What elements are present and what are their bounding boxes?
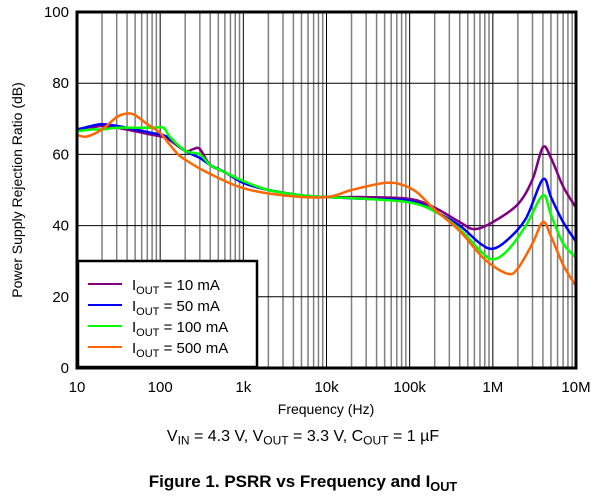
psrr-chart: 0 20 40 60 80 100 10 100 1k 10k 100k 1M 10M Frequen… [9, 4, 591, 417]
x-tick-label: 100k [393, 379, 426, 396]
legend-box [76, 259, 259, 369]
condition-value: = 1 µF [388, 428, 440, 445]
x-tick-labels: 10 100 1k 10k 100k 1M 10M [69, 379, 591, 396]
series-line-4 [76, 112, 578, 287]
condition-symbol: C [351, 428, 364, 445]
x-tick-label: 10k [314, 379, 339, 396]
y-tick-label: 60 [52, 146, 69, 163]
series-line-3 [76, 125, 577, 261]
caption-text: Figure 1. PSRR vs Frequency and I [148, 472, 431, 491]
legend-label: IOUT = 10 mA [132, 277, 220, 297]
x-tick-label: 100 [148, 379, 173, 396]
caption-subscript: OUT [430, 478, 458, 494]
x-axis-label: Frequency (Hz) [278, 401, 374, 417]
x-tick-label: 10 [69, 379, 86, 396]
x-tick-label: 10M [561, 379, 590, 396]
legend-label: IOUT = 100 mA [132, 319, 228, 339]
x-tick-label: 1k [235, 379, 251, 396]
y-tick-label: 40 [52, 218, 69, 235]
condition-subscript: IN [177, 433, 190, 448]
legend-label: IOUT = 500 mA [132, 340, 228, 360]
series-lines [76, 112, 578, 287]
y-axis-label: Power Supply Rejection Ratio (dB) [9, 82, 25, 298]
plot-frame [75, 10, 578, 370]
condition-value: = 4.3 V, [189, 428, 253, 445]
condition-symbol: V [252, 428, 264, 445]
y-tick-label: 20 [52, 289, 69, 306]
condition-value: = 3.3 V, [288, 428, 352, 445]
condition-subscript: OUT [263, 433, 289, 448]
y-tick-label: 80 [52, 75, 69, 92]
y-tick-label: 100 [44, 4, 69, 21]
test-conditions: VIN = 4.3 V, VOUT = 3.3 V, COUT = 1 µF [0, 428, 606, 448]
condition-symbol: V [166, 428, 178, 445]
y-tick-labels: 0 20 40 60 80 100 [44, 4, 69, 377]
condition-subscript: OUT [363, 433, 389, 448]
y-tick-label: 0 [61, 360, 69, 377]
legend-label: IOUT = 50 mA [132, 298, 220, 318]
figure-caption: Figure 1. PSRR vs Frequency and IOUT [0, 472, 606, 494]
x-tick-label: 1M [482, 379, 503, 396]
